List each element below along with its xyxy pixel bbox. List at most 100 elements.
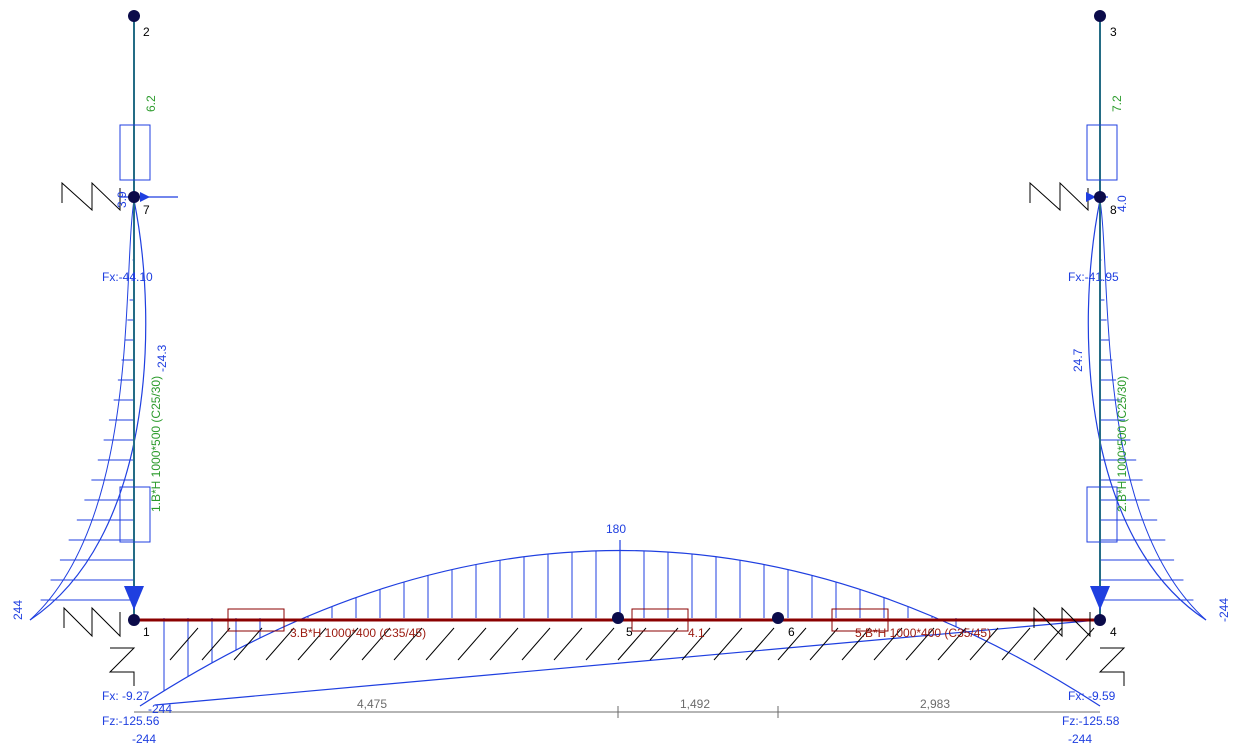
node-label-8: 8 xyxy=(1110,203,1117,217)
node-4[interactable] xyxy=(1094,614,1106,626)
subgrade-hatch-line xyxy=(617,627,647,661)
left-column-section-bottom xyxy=(119,486,151,543)
node-1[interactable] xyxy=(128,614,140,626)
subgrade-hatch-line xyxy=(905,627,935,661)
subgrade-hatch-line xyxy=(777,627,807,661)
right-bottom-moment: -244 xyxy=(1068,732,1092,746)
beam-left-section-label: 3.B*H 1000*400 (C35/45) xyxy=(290,626,426,640)
node-3[interactable] xyxy=(1094,10,1106,22)
node-2[interactable] xyxy=(128,10,140,22)
left-support-arrow-icon xyxy=(124,586,144,610)
node-markers xyxy=(128,10,1106,626)
subgrade-hatch-line xyxy=(1033,627,1063,661)
spring-support-left-base xyxy=(63,606,136,686)
subgrade-hatch xyxy=(169,627,1095,661)
left-column-axial-force: Fx:-44.10 xyxy=(102,270,153,284)
subgrade-hatch-line xyxy=(649,627,679,661)
right-column-section-bottom xyxy=(1086,486,1118,543)
node-5[interactable] xyxy=(612,612,624,624)
subgrade-hatch-line xyxy=(1001,627,1031,661)
right-column-moment-curve-2 xyxy=(1099,199,1207,621)
subgrade-hatch-line xyxy=(329,627,359,661)
beam-max-moment: 180 xyxy=(606,522,626,536)
right-column-axial-force: Fx:-41.95 xyxy=(1068,270,1119,284)
right-column-section-top xyxy=(1086,124,1118,181)
left-column-moment-curve-2 xyxy=(29,199,135,621)
subgrade-hatch-line xyxy=(745,627,775,661)
left-column-moment-curve xyxy=(29,199,147,621)
left-column-moment-mid: -24.3 xyxy=(155,344,169,372)
right-reaction-fz: Fz:-125.58 xyxy=(1062,714,1120,728)
right-support-arrow-icon xyxy=(1090,586,1110,610)
node-label-4: 4 xyxy=(1110,625,1117,639)
dimension-1: 4,475 xyxy=(357,697,387,711)
subgrade-hatch-line xyxy=(169,627,199,661)
subgrade-hatch-line xyxy=(361,627,391,661)
left-column-moment-diagram xyxy=(29,199,147,621)
left-column[interactable] xyxy=(119,16,151,620)
left-column-top-value: 6.2 xyxy=(144,95,158,112)
right-spring-value: 4.0 xyxy=(1115,195,1129,212)
subgrade-hatch-line xyxy=(553,627,583,661)
left-spring-arrow-icon xyxy=(140,192,150,202)
right-column[interactable] xyxy=(1086,16,1118,620)
left-bottom-moment-b: -244 xyxy=(132,732,156,746)
subgrade-hatch-line xyxy=(681,627,711,661)
subgrade-hatch-line xyxy=(297,627,327,661)
subgrade-hatch-line xyxy=(969,627,999,661)
right-column-moment-hatch xyxy=(1100,239,1194,601)
subgrade-hatch-line xyxy=(265,627,295,661)
right-column-moment-diagram xyxy=(1087,199,1207,621)
dimension-3: 2,983 xyxy=(920,697,950,711)
subgrade-hatch-line xyxy=(713,627,743,661)
beam-mid-section-label: 4.1 xyxy=(688,626,705,640)
node-6[interactable] xyxy=(772,612,784,624)
beam-moment-diagram xyxy=(139,540,1101,707)
spring-support-right-base xyxy=(1033,606,1126,686)
subgrade-hatch-line xyxy=(233,627,263,661)
left-bottom-moment-a: -244 xyxy=(148,702,172,716)
node-label-3: 3 xyxy=(1110,25,1117,39)
dimension-line xyxy=(134,706,1100,718)
node-label-2: 2 xyxy=(143,25,150,39)
subgrade-hatch-line xyxy=(585,627,615,661)
subgrade-hatch-line xyxy=(873,627,903,661)
right-column-top-value: 7.2 xyxy=(1110,95,1124,112)
subgrade-hatch-line xyxy=(425,627,455,661)
subgrade-hatch-line xyxy=(1065,627,1095,661)
node-label-6: 6 xyxy=(788,625,795,639)
left-base-moment: 244 xyxy=(11,600,25,620)
node-8[interactable] xyxy=(1094,191,1106,203)
subgrade-hatch-line xyxy=(809,627,839,661)
beam-section-right xyxy=(831,608,889,632)
subgrade-hatch-line xyxy=(521,627,551,661)
dimension-2: 1,492 xyxy=(680,697,710,711)
subgrade-hatch-line xyxy=(841,627,871,661)
node-label-5: 5 xyxy=(626,625,633,639)
subgrade-hatch-line xyxy=(489,627,519,661)
left-column-moment-hatch xyxy=(40,239,134,601)
beam-section-mid xyxy=(631,608,689,632)
left-column-section-label: 1.B*H 1000*500 (C25/30) xyxy=(149,376,163,512)
subgrade-hatch-line xyxy=(393,627,423,661)
subgrade-hatch-line xyxy=(457,627,487,661)
left-column-section-top xyxy=(119,124,151,181)
subgrade-hatch-line xyxy=(201,627,231,661)
right-column-moment-curve xyxy=(1087,199,1207,621)
beam-moment-baseline xyxy=(154,619,1099,706)
beam-section-left xyxy=(227,608,285,632)
left-reaction-fz: Fz:-125.56 xyxy=(102,714,160,728)
right-base-moment: -244 xyxy=(1217,598,1231,622)
right-column-moment-mid: 24.7 xyxy=(1071,348,1085,372)
right-spring-arrow-icon xyxy=(1086,192,1096,202)
left-spring-value: 3.9 xyxy=(115,191,129,208)
subgrade-hatch-line xyxy=(937,627,967,661)
right-column-section-label: 2.B*H 1000*500 (C25/30) xyxy=(1115,376,1129,512)
left-reaction-fx: Fx: -9.27 xyxy=(102,689,150,703)
right-reaction-fx: Fx: -9.59 xyxy=(1068,689,1116,703)
node-label-7: 7 xyxy=(143,203,150,217)
node-label-1: 1 xyxy=(143,625,150,639)
node-7[interactable] xyxy=(128,191,140,203)
beam-right-section-label: 5.B*H 1000*400 (C35/45) xyxy=(855,626,991,640)
